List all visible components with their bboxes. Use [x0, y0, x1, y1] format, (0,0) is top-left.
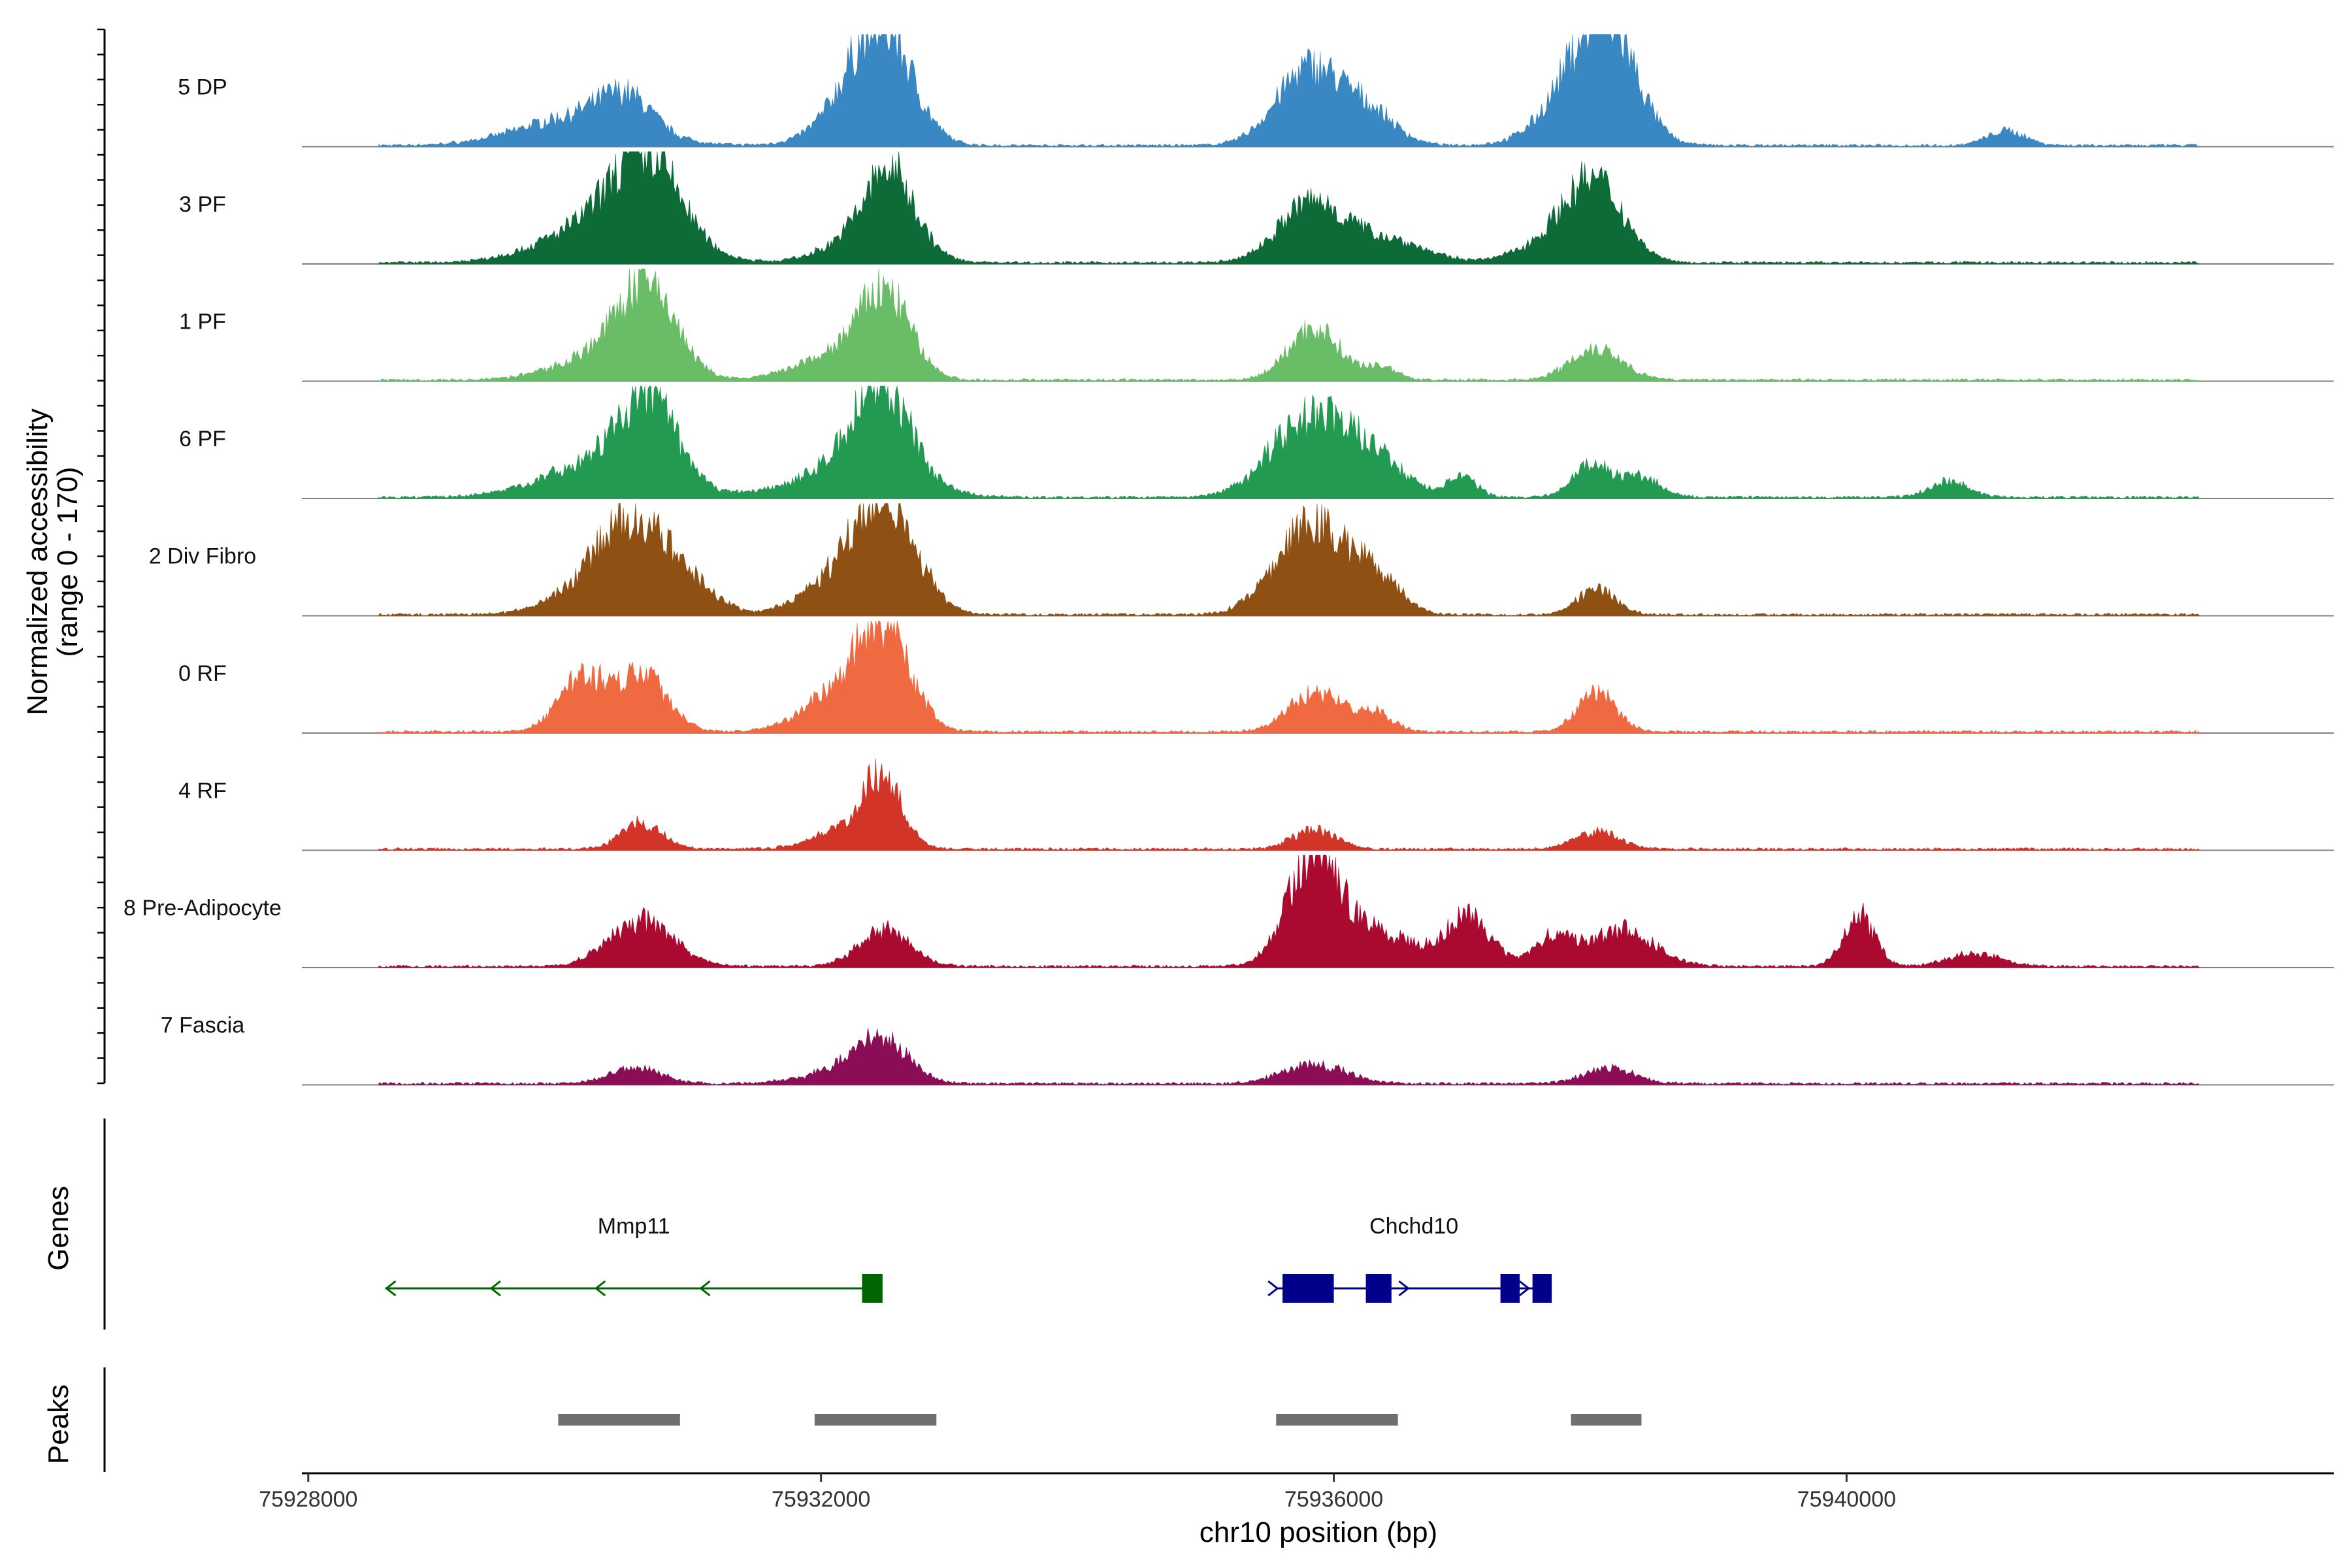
gene-exon	[1532, 1274, 1552, 1303]
track: 8 Pre-Adipocyte	[123, 855, 2334, 968]
peak-region	[1276, 1414, 1398, 1426]
gene-model: Mmp11	[385, 1214, 883, 1303]
track-area	[378, 855, 2200, 968]
peak-region	[814, 1414, 937, 1426]
peaks-panel	[103, 1367, 1642, 1472]
strand-arrow	[1398, 1280, 1410, 1297]
genes-panel-title: Genes	[42, 1186, 74, 1271]
y-axis-title-line1: Normalized accessibility	[22, 408, 54, 715]
x-tick-label: 75932000	[772, 1487, 870, 1512]
track-area	[378, 759, 2200, 851]
strand-arrow	[385, 1280, 397, 1297]
track-label: 7 Fascia	[161, 1013, 245, 1038]
track-area	[378, 268, 2200, 382]
track-label: 4 RF	[178, 779, 227, 804]
strand-arrow	[699, 1280, 711, 1297]
strand-arrow	[489, 1280, 501, 1297]
peaks-panel-title: Peaks	[42, 1384, 74, 1464]
track-area	[378, 620, 2200, 734]
track: 2 Div Fibro	[149, 503, 2334, 617]
coverage-tracks: 5 DP 3 PF 1 PF 6 PF 2 Div Fibro 0 RF 4 RF 8 Pre…	[123, 33, 2334, 1086]
gene-label: Mmp11	[598, 1214, 670, 1239]
gene-exon	[862, 1274, 883, 1303]
track-label: 6 PF	[179, 427, 226, 451]
track: 7 Fascia	[161, 1013, 2334, 1086]
x-axis-title: chr10 position (bp)	[1200, 1516, 1437, 1548]
track: 0 RF	[178, 620, 2334, 734]
gene-model: Chchd10	[1267, 1214, 1552, 1303]
track-area	[378, 385, 2200, 499]
y-axis-title-line2: (range 0 - 170)	[52, 466, 84, 657]
track-label: 2 Div Fibro	[149, 544, 256, 569]
strand-arrow	[1518, 1280, 1531, 1297]
gene-exon	[1282, 1274, 1334, 1303]
track: 4 RF	[178, 759, 2334, 851]
track-label: 3 PF	[179, 192, 226, 217]
track: 3 PF	[179, 150, 2334, 265]
track: 5 DP	[178, 33, 2334, 148]
x-tick-label: 75928000	[259, 1487, 357, 1512]
track-area	[378, 503, 2200, 616]
x-tick-label: 75940000	[1797, 1487, 1896, 1512]
track-area	[378, 33, 2200, 147]
strand-arrow	[1267, 1280, 1279, 1297]
track-area	[378, 150, 2200, 265]
track-label: 1 PF	[179, 310, 226, 335]
gene-label: Chchd10	[1369, 1214, 1458, 1239]
track-label: 5 DP	[178, 75, 227, 100]
track-area	[378, 1028, 2200, 1086]
y-axis	[97, 28, 106, 1085]
gene-exon	[1365, 1274, 1392, 1303]
track-label: 0 RF	[178, 661, 227, 686]
x-tick-label: 75936000	[1284, 1487, 1383, 1512]
track-label: 8 Pre-Adipocyte	[123, 896, 282, 921]
strand-arrow	[594, 1280, 606, 1297]
gene-exon	[1500, 1274, 1520, 1303]
track: 1 PF	[179, 268, 2334, 382]
genes-panel: Mmp11 Chchd10	[103, 1119, 1552, 1330]
peak-region	[1571, 1414, 1642, 1426]
x-axis: 75928000 75932000 75936000 75940000	[259, 1472, 2334, 1512]
peak-region	[558, 1414, 680, 1426]
track: 6 PF	[179, 385, 2334, 499]
